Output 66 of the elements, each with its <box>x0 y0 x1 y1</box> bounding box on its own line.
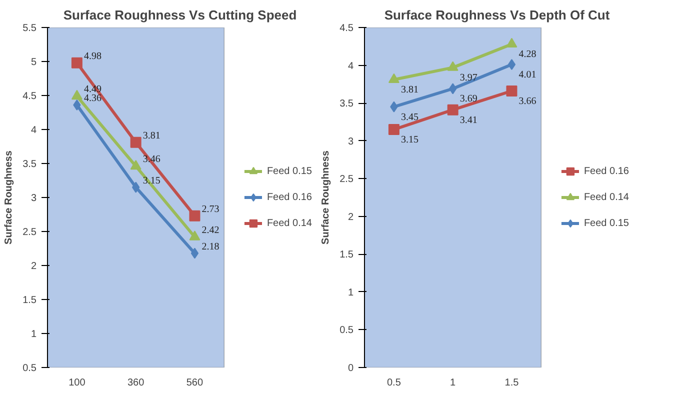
y-tick-label: 3.5 <box>22 159 37 170</box>
point <box>71 57 82 68</box>
data-label: 4.28 <box>518 49 536 60</box>
y-tick-label: 1 <box>348 287 354 298</box>
y-tick-label: 3 <box>348 136 354 148</box>
point <box>71 90 82 100</box>
y-tick-label: 0.5 <box>22 363 37 374</box>
point <box>447 61 458 71</box>
data-label: 3.45 <box>400 112 418 123</box>
y-tick-label: 0.5 <box>340 325 354 336</box>
y-tick-label: 3.5 <box>340 98 354 110</box>
y-tick-label: 0 <box>348 363 354 374</box>
y-tick-label: 4 <box>348 60 354 72</box>
point <box>189 230 200 240</box>
legend-label: Feed 0.15 <box>266 166 312 176</box>
y-tick-label: 2 <box>348 212 354 223</box>
x-tick-label: 100 <box>68 378 86 388</box>
y-axis-title: Surface Roughness <box>320 150 332 244</box>
data-label: 3.69 <box>460 94 478 105</box>
x-tick-label: 1.5 <box>504 378 520 388</box>
x-tick-label: 560 <box>186 378 204 388</box>
legend-label: Feed 0.16 <box>266 192 312 202</box>
data-label: 4.98 <box>84 50 102 62</box>
y-tick-label: 2.5 <box>340 174 354 186</box>
y-tick-label: 2.5 <box>22 227 37 238</box>
data-label: 3.81 <box>142 130 160 142</box>
y-tick-label: 4 <box>30 125 37 136</box>
y-tick-label: 3 <box>30 193 37 204</box>
legend-label: Feed 0.14 <box>266 218 312 228</box>
data-label: 3.81 <box>400 84 418 96</box>
data-label: 2.42 <box>202 224 220 236</box>
data-label: 3.15 <box>400 134 418 146</box>
y-tick-label: 5.5 <box>22 23 37 34</box>
x-tick-label: 0.5 <box>386 378 402 388</box>
y-tick-label: 5 <box>30 57 37 68</box>
point <box>508 59 516 70</box>
point <box>130 136 142 148</box>
y-axis-title: Surface Roughness <box>4 150 15 244</box>
point <box>388 124 400 135</box>
data-label: 3.97 <box>460 72 478 84</box>
data-label: 4.36 <box>84 93 102 104</box>
data-label: 4.01 <box>518 70 536 81</box>
data-label: 3.66 <box>518 96 536 107</box>
point <box>388 73 400 84</box>
chart-title: Surface Roughness Vs Depth Of Cut <box>384 8 610 22</box>
data-label: 2.18 <box>202 241 220 252</box>
legend-label: Feed 0.15 <box>584 218 629 228</box>
x-tick-label: 1 <box>450 378 456 388</box>
x-tick-label: 360 <box>127 378 145 388</box>
point <box>190 248 199 259</box>
point <box>130 160 142 170</box>
point <box>506 85 518 96</box>
y-tick-label: 2 <box>30 261 37 272</box>
chart-title: Surface Roughness Vs Cutting Speed <box>63 8 297 22</box>
y-tick-label: 1.5 <box>22 295 37 306</box>
data-label: 2.73 <box>202 204 220 215</box>
y-tick-label: 1 <box>30 329 37 340</box>
y-tick-label: 1.5 <box>340 250 354 261</box>
data-label: 3.41 <box>460 114 478 126</box>
legend-label: Feed 0.14 <box>584 192 629 202</box>
y-tick-label: 4.5 <box>340 23 354 34</box>
y-tick-label: 4.5 <box>22 91 37 102</box>
point <box>506 38 518 48</box>
legend-label: Feed 0.16 <box>584 166 629 176</box>
point <box>189 210 200 222</box>
point <box>447 104 458 116</box>
